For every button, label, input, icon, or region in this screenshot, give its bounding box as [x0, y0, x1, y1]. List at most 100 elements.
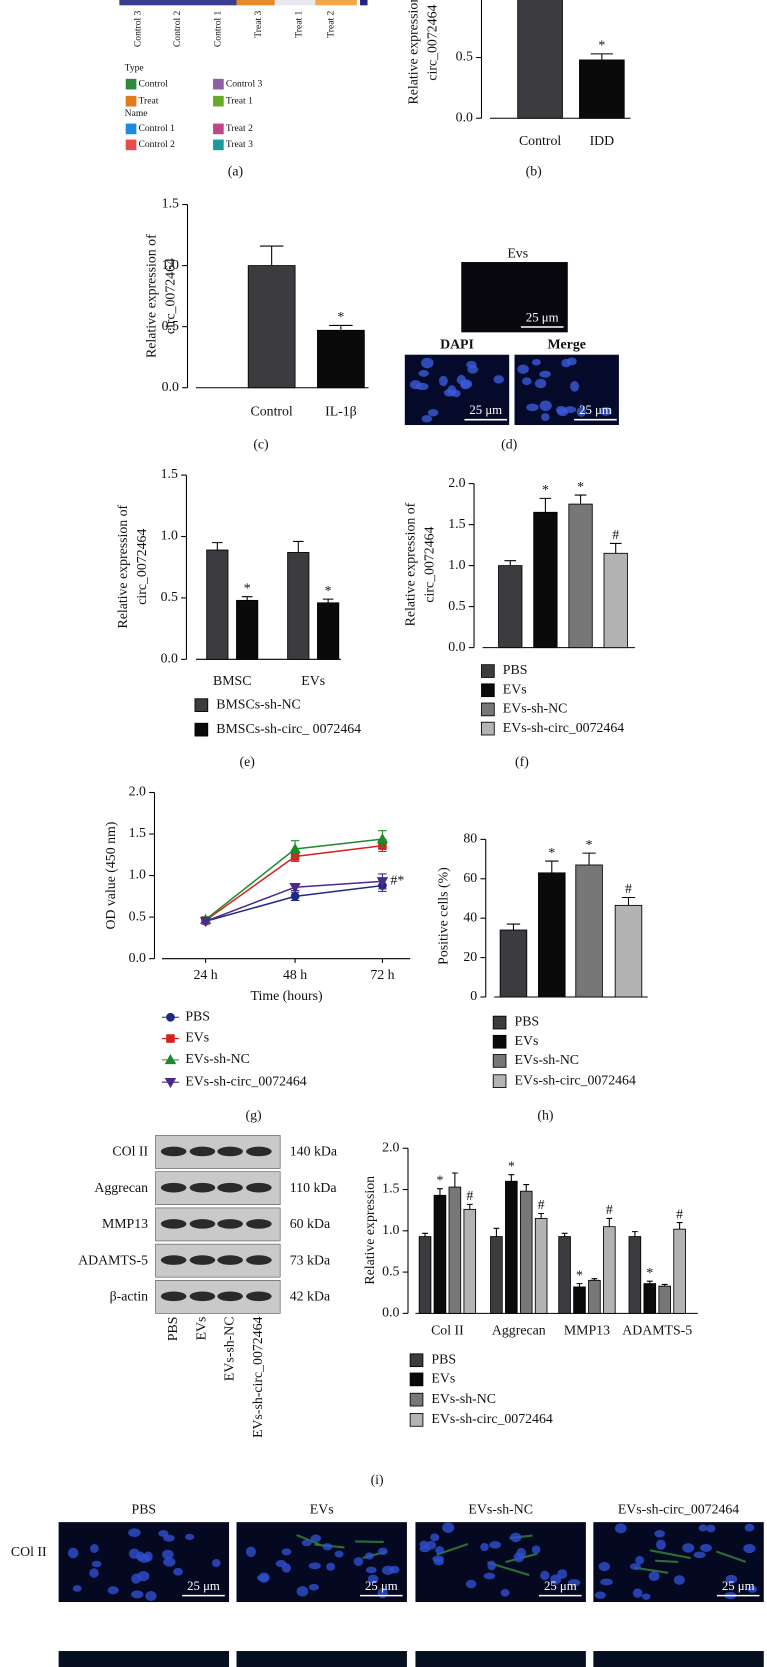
- cell-nucleus: [744, 1523, 755, 1532]
- cell-nucleus: [161, 1549, 174, 1560]
- error-bar: [539, 497, 552, 513]
- cell-nucleus: [483, 1572, 496, 1580]
- legend-label: PBS: [431, 1351, 456, 1366]
- cell-nucleus: [173, 1567, 183, 1576]
- cell-nucleus: [367, 1574, 379, 1584]
- cell-nucleus: [526, 403, 539, 412]
- legend-label: BMSCs-sh-circ_ 0072464: [216, 721, 361, 736]
- error-bar: [508, 1174, 515, 1182]
- fiber: [715, 1550, 747, 1563]
- error-bar: [609, 542, 622, 554]
- cell-nucleus: [635, 1556, 645, 1565]
- cell-nucleus: [107, 1586, 119, 1595]
- image: [58, 1651, 230, 1667]
- panel-label: (d): [501, 436, 517, 452]
- error-bar: [422, 1232, 428, 1237]
- y-tick-label: 0.5: [448, 598, 465, 613]
- error-bar: [292, 540, 304, 553]
- legend-label: EVs: [185, 1030, 209, 1045]
- band: [160, 1291, 187, 1302]
- legend-swatch: [481, 721, 495, 736]
- x-tick-label: EVs: [301, 673, 325, 688]
- image: [236, 1651, 407, 1667]
- protein-label: β-actin: [110, 1289, 149, 1304]
- cell-nucleus: [682, 1543, 695, 1553]
- heatmap-strip: [360, 0, 368, 6]
- cell-nucleus: [600, 1578, 613, 1586]
- bar: [534, 1218, 548, 1314]
- panel-label: (i): [371, 1472, 384, 1488]
- legend-swatch: [481, 702, 495, 717]
- cell-nucleus: [561, 358, 572, 368]
- fiber: [296, 1534, 320, 1546]
- bar: [519, 1190, 533, 1314]
- cell-nucleus: [557, 1569, 568, 1579]
- legend-swatch: [409, 1353, 424, 1368]
- y-tick-label: 1.0: [456, 0, 473, 3]
- marker: [290, 891, 300, 901]
- cell-nucleus: [517, 364, 529, 374]
- cell-nucleus: [322, 1543, 333, 1551]
- y-tick-label: 1.5: [382, 1181, 399, 1196]
- legend-label: Control 2: [139, 139, 176, 150]
- bar: [317, 329, 365, 389]
- lane-label: EVs-sh-NC: [221, 1317, 236, 1382]
- band: [160, 1219, 187, 1229]
- cell-nucleus: [747, 1585, 758, 1593]
- error-bar: [676, 1222, 683, 1230]
- legend-title: Name: [125, 108, 148, 119]
- cell-nucleus: [163, 1557, 176, 1567]
- error-bar: [437, 1188, 443, 1196]
- cell-nucleus: [743, 1543, 756, 1554]
- cell-nucleus: [599, 406, 612, 416]
- y-axis-label: Positive cells (%): [435, 867, 451, 965]
- band: [246, 1255, 272, 1265]
- error-bar: [591, 1278, 598, 1281]
- y-tick-label: 2.0: [448, 475, 465, 490]
- significance-mark: #: [538, 1197, 545, 1212]
- band: [189, 1182, 216, 1193]
- size-label: 140 kDa: [290, 1144, 337, 1159]
- bar: [317, 602, 340, 660]
- cell-nucleus: [531, 359, 541, 366]
- bar: [538, 872, 566, 998]
- cell-nucleus: [131, 1590, 144, 1599]
- significance-mark: *: [646, 1265, 653, 1280]
- cell-nucleus: [693, 1551, 706, 1559]
- bar: [505, 1180, 518, 1314]
- significance-mark: #: [676, 1206, 683, 1221]
- x-tick-label: 24 h: [194, 967, 218, 982]
- cell-nucleus: [539, 400, 552, 412]
- significance-mark: #: [612, 527, 619, 542]
- legend-label: EVs: [431, 1371, 455, 1386]
- image-label: DAPI: [440, 336, 474, 351]
- cell-nucleus: [145, 1591, 157, 1601]
- cell-nucleus: [510, 1532, 522, 1543]
- legend-label: Treat 1: [226, 95, 253, 106]
- legend-swatch: [409, 1413, 424, 1427]
- legend-swatch: [492, 1015, 507, 1030]
- cell-nucleus: [442, 1522, 455, 1533]
- cell-nucleus: [438, 375, 448, 387]
- y-tick-label: 0.5: [129, 908, 146, 923]
- legend-label: Treat 2: [226, 123, 253, 134]
- cell-nucleus: [698, 1524, 708, 1532]
- marker: [289, 843, 301, 854]
- x-tick-label: IDD: [590, 133, 615, 148]
- heatmap-strip: [119, 0, 237, 6]
- legend-swatch: [492, 1034, 507, 1049]
- band: [246, 1146, 272, 1157]
- marker: [166, 1034, 175, 1043]
- y-tick-label: 60: [463, 870, 477, 885]
- cell-nucleus: [326, 1562, 336, 1571]
- marker: [164, 1053, 177, 1065]
- x-tick-label: BMSC: [213, 673, 251, 688]
- bar: [658, 1285, 671, 1314]
- x-tick-label: 72 h: [370, 967, 394, 982]
- protein-label: ADAMTS-5: [78, 1252, 148, 1267]
- image: [461, 262, 568, 333]
- cell-nucleus: [421, 415, 433, 423]
- error-bar: [259, 245, 284, 266]
- legend-label: PBS: [503, 662, 528, 677]
